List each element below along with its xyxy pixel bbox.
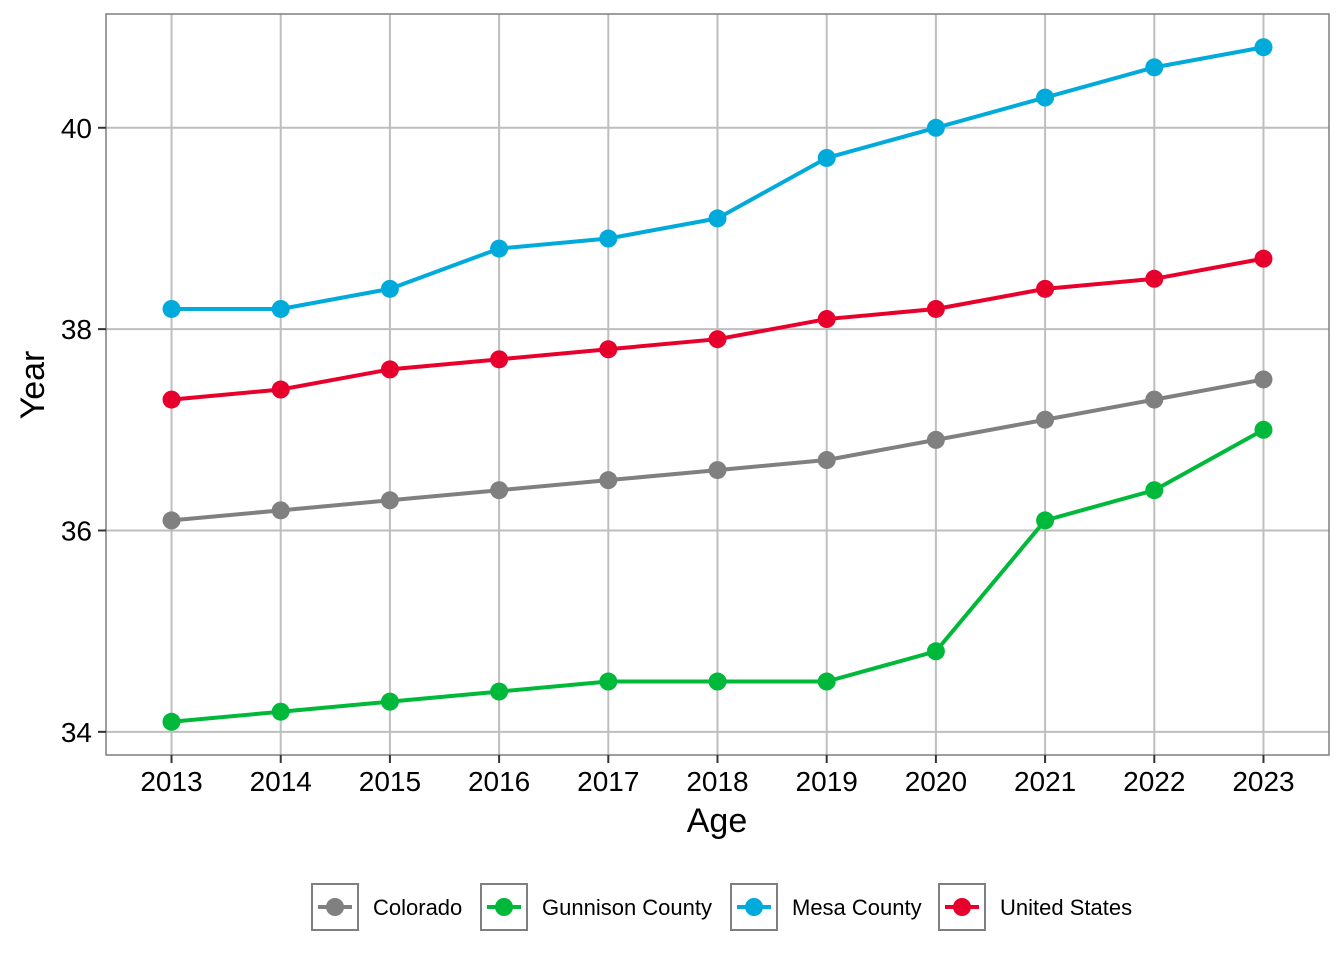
series-colorado <box>162 370 1273 530</box>
legend-label: United States <box>1000 895 1132 920</box>
legend-key-point <box>745 898 763 916</box>
x-tick-label: 2015 <box>359 766 421 797</box>
series-layer <box>162 38 1273 731</box>
y-tick-label: 40 <box>61 113 92 144</box>
data-point-colorado <box>926 430 945 449</box>
data-point-united-states <box>599 340 618 359</box>
data-point-mesa-county <box>708 209 727 228</box>
x-tick-label: 2017 <box>577 766 639 797</box>
y-tick-label: 38 <box>61 314 92 345</box>
data-point-mesa-county <box>271 299 290 318</box>
x-tick-label: 2018 <box>686 766 748 797</box>
legend-item-gunnison-county: Gunnison County <box>480 883 712 931</box>
data-point-mesa-county <box>490 239 509 258</box>
data-point-united-states <box>708 330 727 349</box>
legend-item-colorado: Colorado <box>311 883 462 931</box>
legend-label: Colorado <box>373 895 462 920</box>
x-tick-label: 2023 <box>1232 766 1294 797</box>
data-point-colorado <box>708 461 727 480</box>
data-point-mesa-county <box>380 279 399 298</box>
legend-item-united-states: United States <box>938 883 1132 931</box>
legend-key-point <box>326 898 344 916</box>
data-point-united-states <box>817 310 836 329</box>
data-point-gunnison-county <box>817 672 836 691</box>
data-point-colorado <box>817 451 836 470</box>
legend-label: Gunnison County <box>542 895 712 920</box>
data-point-colorado <box>271 501 290 520</box>
data-point-mesa-county <box>1254 38 1273 57</box>
data-point-colorado <box>1036 410 1055 429</box>
data-point-mesa-county <box>817 148 836 167</box>
data-point-gunnison-county <box>599 672 618 691</box>
data-point-gunnison-county <box>1254 420 1273 439</box>
data-point-gunnison-county <box>380 692 399 711</box>
gridlines <box>106 14 1329 755</box>
data-point-colorado <box>380 491 399 510</box>
x-axis-tick-labels: 2013 2014 2015 2016 2017 2018 2019 2020 2021 2022… <box>140 766 1294 797</box>
data-point-gunnison-county <box>490 682 509 701</box>
series-gunnison-county <box>162 420 1273 731</box>
data-point-colorado <box>162 511 181 530</box>
data-point-mesa-county <box>1145 58 1164 77</box>
x-tick-label: 2014 <box>250 766 312 797</box>
x-tick-label: 2016 <box>468 766 530 797</box>
data-point-mesa-county <box>162 299 181 318</box>
data-point-mesa-county <box>926 118 945 137</box>
y-axis-tick-labels: 34 36 38 40 <box>61 113 92 748</box>
data-point-united-states <box>926 299 945 318</box>
y-tick-label: 34 <box>61 717 92 748</box>
data-point-colorado <box>1145 390 1164 409</box>
data-point-united-states <box>1145 269 1164 288</box>
legend-item-mesa-county: Mesa County <box>730 883 922 931</box>
data-point-gunnison-county <box>162 712 181 731</box>
data-point-gunnison-county <box>708 672 727 691</box>
data-point-gunnison-county <box>1036 511 1055 530</box>
legend-label: Mesa County <box>792 895 922 920</box>
x-tick-label: 2020 <box>905 766 967 797</box>
data-point-gunnison-county <box>271 702 290 721</box>
data-point-united-states <box>271 380 290 399</box>
data-point-united-states <box>380 360 399 379</box>
legend-key-point <box>953 898 971 916</box>
data-point-mesa-county <box>599 229 618 248</box>
y-tick-label: 36 <box>61 515 92 546</box>
axis-ticks <box>98 126 1265 763</box>
x-axis-title: Age <box>687 802 748 840</box>
x-tick-label: 2022 <box>1123 766 1185 797</box>
series-mesa-county <box>162 38 1273 318</box>
x-tick-label: 2019 <box>796 766 858 797</box>
data-point-mesa-county <box>1036 88 1055 107</box>
legend: Colorado Gunnison County Mesa County United… <box>311 883 1132 931</box>
x-tick-label: 2013 <box>140 766 202 797</box>
data-point-united-states <box>1254 249 1273 268</box>
x-tick-label: 2021 <box>1014 766 1076 797</box>
data-point-colorado <box>599 471 618 490</box>
data-point-gunnison-county <box>926 642 945 661</box>
legend-key-point <box>495 898 513 916</box>
data-point-colorado <box>1254 370 1273 389</box>
data-point-united-states <box>490 350 509 369</box>
series-united-states <box>162 249 1273 409</box>
data-point-gunnison-county <box>1145 481 1164 500</box>
data-point-united-states <box>162 390 181 409</box>
y-axis-title: Year <box>14 351 52 420</box>
data-point-colorado <box>490 481 509 500</box>
data-point-united-states <box>1036 279 1055 298</box>
